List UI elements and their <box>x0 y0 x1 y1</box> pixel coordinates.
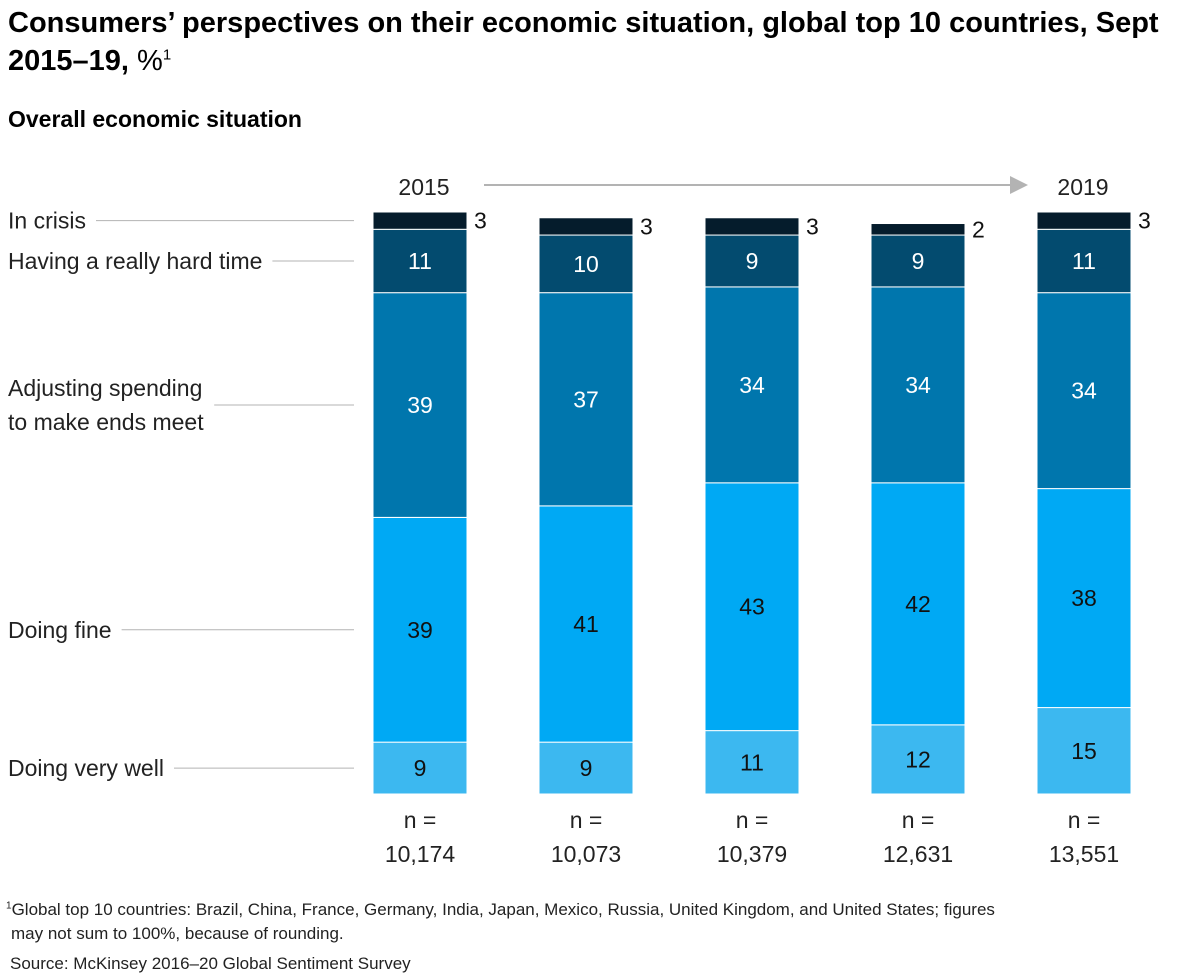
sample-size-2015: 10,174 <box>385 841 456 867</box>
series-label-text-doing-very-well: Doing very well <box>8 755 164 781</box>
value-label-doing-very-well-2019: 15 <box>1071 738 1097 764</box>
bar-segment-adjusting-spending-to-make-ends-meet-2017 <box>704 286 800 484</box>
bar-segment-adjusting-spending-to-make-ends-meet-2018 <box>870 286 966 484</box>
series-label-adjusting-spending-to-make-ends-meet: Adjusting spending to make ends meet <box>8 375 354 435</box>
series-label-line-doing-very-well-1: Doing very well <box>8 755 164 781</box>
bars: 9393911394137103114334931242349215383411… <box>372 208 1151 795</box>
chart-subtitle: Overall economic situation <box>8 106 302 132</box>
chart-title-text: Consumers’ perspectives on their economi… <box>8 7 1159 77</box>
value-label-in-crisis-2019: 3 <box>1138 208 1151 234</box>
sample-size-labels: n = 10,174 n = 10,073 n = 10,379 n = 12,631 n = 1… <box>385 807 1119 867</box>
bar-segment-in-crisis-2017 <box>704 217 800 236</box>
n-prefix-2016: n = <box>570 807 603 833</box>
stacked-bar-chart: 2015 2019 Doing very well Doing fine Adjus… <box>8 174 1151 867</box>
bar-column-2016: 9 41 37 10 3 <box>538 213 653 795</box>
chart-title: Consumers’ perspectives on their economi… <box>8 4 1188 80</box>
sample-size-2018: 12,631 <box>883 841 953 867</box>
bar-column-2019: 15 38 34 11 3 <box>1036 208 1151 795</box>
bar-segment-doing-very-well-2015 <box>372 741 468 795</box>
bar-segment-adjusting-spending-to-make-ends-meet-2019 <box>1036 292 1132 490</box>
year-end-label: 2019 <box>1057 174 1108 200</box>
footnote: 1Global top 10 countries: Brazil, China,… <box>6 898 1194 946</box>
bar-segment-doing-very-well-2018 <box>870 724 966 795</box>
series-label-in-crisis: In crisis <box>8 208 354 234</box>
value-label-adjusting-spending-to-make-ends-meet-2017: 34 <box>739 372 765 398</box>
value-label-having-a-really-hard-time-2015: 11 <box>408 248 432 274</box>
value-label-adjusting-spending-to-make-ends-meet-2019: 34 <box>1071 378 1097 404</box>
n-prefix-2018: n = <box>902 807 935 833</box>
bar-segment-having-a-really-hard-time-2016 <box>538 234 634 294</box>
footnote-text-line2: may not sum to 100%, because of rounding… <box>11 924 344 943</box>
series-label-line-adjusting-spending-to-make-ends-meet-2: to make ends meet <box>8 409 204 435</box>
time-arrow: 2015 2019 <box>398 174 1108 200</box>
value-label-having-a-really-hard-time-2019: 11 <box>1072 248 1096 274</box>
value-label-doing-very-well-2015: 9 <box>414 755 427 781</box>
bar-segment-having-a-really-hard-time-2017 <box>704 234 800 288</box>
bar-segment-having-a-really-hard-time-2019 <box>1036 228 1132 294</box>
value-label-adjusting-spending-to-make-ends-meet-2015: 39 <box>407 392 433 418</box>
bar-segment-doing-fine-2016 <box>538 505 634 743</box>
series-label-line-having-a-really-hard-time-1: Having a really hard time <box>8 248 262 274</box>
value-label-doing-fine-2016: 41 <box>573 611 599 637</box>
bar-segment-doing-very-well-2017 <box>704 730 800 795</box>
bar-segment-adjusting-spending-to-make-ends-meet-2015 <box>372 292 468 518</box>
bar-segment-in-crisis-2016 <box>538 217 634 236</box>
bar-segment-in-crisis-2019 <box>1036 211 1132 230</box>
value-label-doing-very-well-2017: 11 <box>740 749 764 775</box>
value-label-having-a-really-hard-time-2017: 9 <box>746 248 759 274</box>
value-label-doing-very-well-2018: 12 <box>905 746 931 772</box>
value-label-doing-fine-2015: 39 <box>407 617 433 643</box>
sample-size-2017: 10,379 <box>717 841 787 867</box>
sample-size-2019: 13,551 <box>1049 841 1119 867</box>
value-label-adjusting-spending-to-make-ends-meet-2018: 34 <box>905 372 931 398</box>
bar-segment-doing-very-well-2016 <box>538 741 634 795</box>
bar-column-2015: 9 39 39 11 3 <box>372 208 487 795</box>
bar-column-2018: 12 42 34 9 2 <box>870 216 985 795</box>
n-prefix-2019: n = <box>1068 807 1101 833</box>
series-label-line-adjusting-spending-to-make-ends-meet-1: Adjusting spending <box>8 375 202 401</box>
series-label-line-doing-fine-1: Doing fine <box>8 617 112 643</box>
source-note: Source: McKinsey 2016–20 Global Sentimen… <box>10 954 411 973</box>
value-label-adjusting-spending-to-make-ends-meet-2016: 37 <box>573 386 599 412</box>
series-label-text-adjusting-spending-to-make-ends-meet: Adjusting spending to make ends meet <box>8 375 204 435</box>
bar-segment-having-a-really-hard-time-2018 <box>870 234 966 288</box>
series-label-text-having-a-really-hard-time: Having a really hard time <box>8 248 262 274</box>
bar-segment-doing-fine-2015 <box>372 516 468 743</box>
bar-segment-doing-fine-2017 <box>704 482 800 732</box>
value-label-in-crisis-2018: 2 <box>972 216 985 242</box>
title-footnote-marker: 1 <box>162 46 172 64</box>
value-label-in-crisis-2017: 3 <box>806 213 819 239</box>
value-label-doing-fine-2018: 42 <box>905 591 931 617</box>
series-label-line-in-crisis-1: In crisis <box>8 208 86 234</box>
bar-segment-in-crisis-2018 <box>870 223 966 236</box>
footnote-marker: 1 <box>6 900 12 912</box>
value-label-doing-fine-2019: 38 <box>1071 585 1097 611</box>
n-prefix-2015: n = <box>404 807 437 833</box>
bar-segment-doing-fine-2018 <box>870 482 966 726</box>
bar-segment-doing-very-well-2019 <box>1036 707 1132 795</box>
bar-column-2017: 11 43 34 9 3 <box>704 213 819 795</box>
value-label-doing-fine-2017: 43 <box>739 594 765 620</box>
bar-segment-adjusting-spending-to-make-ends-meet-2016 <box>538 292 634 507</box>
time-arrow-head <box>1010 176 1028 194</box>
value-label-doing-very-well-2016: 9 <box>580 755 593 781</box>
value-label-having-a-really-hard-time-2016: 10 <box>573 251 599 277</box>
category-labels: Doing very well Doing fine Adjusting spend… <box>8 208 354 781</box>
sample-size-2016: 10,073 <box>551 841 621 867</box>
value-label-in-crisis-2015: 3 <box>474 208 487 234</box>
bar-segment-in-crisis-2015 <box>372 211 468 230</box>
value-label-having-a-really-hard-time-2018: 9 <box>912 248 925 274</box>
chart-title-unit: % <box>137 45 163 77</box>
value-label-in-crisis-2016: 3 <box>640 213 653 239</box>
n-prefix-2017: n = <box>736 807 769 833</box>
series-label-doing-very-well: Doing very well <box>8 755 354 781</box>
series-label-having-a-really-hard-time: Having a really hard time <box>8 248 354 274</box>
year-start-label: 2015 <box>398 174 449 200</box>
series-label-text-doing-fine: Doing fine <box>8 617 112 643</box>
series-label-text-in-crisis: In crisis <box>8 208 86 234</box>
series-label-doing-fine: Doing fine <box>8 617 354 643</box>
footnote-text: Global top 10 countries: Brazil, China, … <box>11 900 995 919</box>
